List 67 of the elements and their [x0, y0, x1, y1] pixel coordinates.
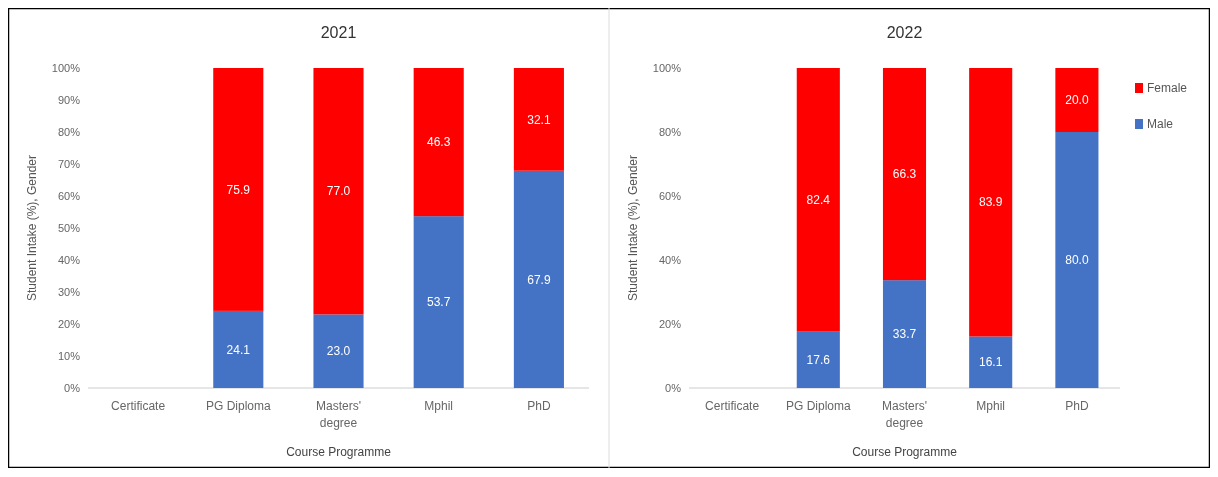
- bar: [213, 68, 264, 311]
- y-tick-label: 10%: [57, 349, 81, 362]
- x-tick-label: Mphil: [976, 399, 1006, 413]
- data-label: 83.9: [979, 195, 1003, 210]
- x-tick-label: PG Diploma: [205, 399, 271, 413]
- bar: [1055, 68, 1099, 132]
- y-tick-label: 100%: [652, 61, 682, 74]
- bar: [513, 68, 564, 171]
- x-tick-label: Masters' degree: [316, 399, 361, 430]
- data-label: 75.9: [226, 182, 251, 197]
- y-tick-label: 20%: [658, 317, 682, 330]
- y-tick-label: 80%: [57, 125, 81, 138]
- y-tick-label: 40%: [57, 253, 81, 266]
- data-label: 23.0: [326, 344, 351, 359]
- y-tick-label: 40%: [658, 253, 682, 266]
- x-tick-label: PG Diploma: [785, 399, 851, 413]
- bar: [313, 68, 364, 315]
- bar: [413, 68, 464, 217]
- y-tick-label: 20%: [57, 317, 81, 330]
- x-axis-title: Course Programme: [852, 445, 958, 459]
- x-tick-label: Certificate: [111, 399, 166, 413]
- bar: [969, 336, 1013, 388]
- chart-title: 2022: [886, 24, 923, 41]
- y-tick-label: 60%: [57, 189, 81, 202]
- data-label: 66.3: [892, 167, 917, 182]
- bar: [882, 68, 927, 281]
- y-tick-label: 0%: [64, 381, 81, 394]
- data-label: 46.3: [427, 135, 451, 150]
- y-tick-label: 0%: [665, 381, 682, 394]
- bar: [796, 68, 840, 332]
- y-tick-label: 60%: [658, 189, 682, 202]
- bar: [313, 314, 364, 388]
- data-label: 33.7: [892, 327, 917, 342]
- data-label: 82.4: [806, 193, 831, 208]
- y-tick-label: 30%: [57, 285, 81, 298]
- data-label: 77.0: [326, 184, 351, 199]
- y-axis-title: Student Intake (%), Gender: [626, 154, 640, 302]
- y-tick-label: 90%: [57, 93, 81, 106]
- data-label: 67.9: [527, 272, 551, 287]
- data-label: 17.6: [806, 353, 831, 368]
- x-tick-label: Certificate: [705, 399, 760, 413]
- bar: [513, 170, 564, 388]
- data-label: 16.1: [979, 355, 1003, 370]
- x-tick-label: Masters' degree: [882, 399, 927, 430]
- y-tick-label: 50%: [57, 221, 81, 234]
- y-axis-title: Student Intake (%), Gender: [25, 154, 39, 302]
- chart-title: 2021: [320, 24, 357, 41]
- y-tick-label: 100%: [51, 61, 81, 74]
- bar: [1055, 132, 1099, 388]
- x-tick-label: PhD: [1065, 399, 1089, 413]
- bar: [413, 216, 464, 388]
- y-tick-label: 80%: [658, 125, 682, 138]
- bar: [213, 310, 264, 388]
- x-tick-label: Mphil: [424, 399, 454, 413]
- data-label: 24.1: [226, 342, 251, 357]
- data-label: 20.0: [1065, 93, 1089, 108]
- data-label: 80.0: [1065, 253, 1089, 268]
- x-axis-title: Course Programme: [286, 445, 392, 459]
- bar: [882, 280, 927, 388]
- data-label: 53.7: [427, 295, 451, 310]
- x-tick-label: PhD: [527, 399, 551, 413]
- bar: [796, 331, 840, 388]
- bar: [969, 68, 1013, 337]
- data-label: 32.1: [527, 112, 551, 127]
- y-tick-label: 70%: [57, 157, 81, 170]
- legend-label: Male: [1147, 117, 1174, 132]
- legend-label: Female: [1147, 81, 1188, 96]
